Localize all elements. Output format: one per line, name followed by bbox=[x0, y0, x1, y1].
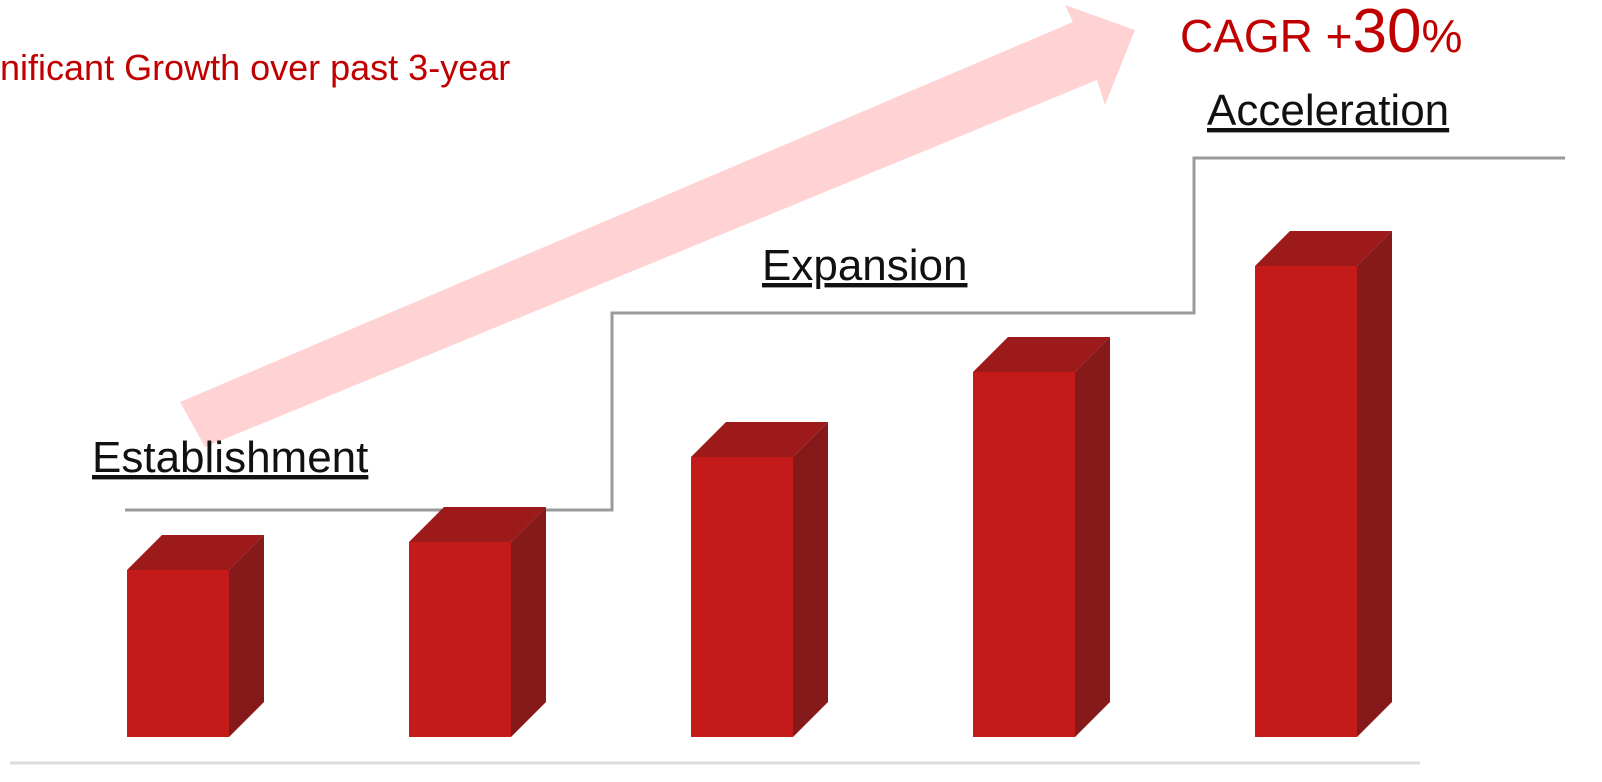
bar-front bbox=[409, 542, 511, 737]
bar-side bbox=[793, 422, 828, 737]
stage-label: Acceleration bbox=[1207, 86, 1449, 135]
bar-side bbox=[1075, 337, 1110, 737]
bar-side bbox=[229, 535, 264, 737]
bar-top bbox=[127, 535, 264, 570]
cagr-number: 30 bbox=[1353, 0, 1422, 66]
bar-front bbox=[1255, 266, 1357, 737]
stage-label: Expansion bbox=[762, 241, 967, 290]
growth-arrow bbox=[180, 5, 1135, 447]
bar-top bbox=[973, 337, 1110, 372]
bar-top bbox=[409, 507, 546, 542]
cagr-annotation: CAGR +30% bbox=[1180, 0, 1462, 66]
bar-side bbox=[511, 507, 546, 737]
bar-front bbox=[127, 570, 229, 737]
bar-top bbox=[1255, 231, 1392, 266]
cagr-prefix: CAGR + bbox=[1180, 10, 1353, 62]
chart-title: nificant Growth over past 3-year bbox=[0, 47, 510, 88]
bar-top bbox=[691, 422, 828, 457]
cagr-suffix: % bbox=[1422, 10, 1463, 62]
stage-label: Establishment bbox=[92, 433, 368, 482]
bar-front bbox=[973, 372, 1075, 737]
bar-side bbox=[1357, 231, 1392, 737]
bar-front bbox=[691, 457, 793, 737]
